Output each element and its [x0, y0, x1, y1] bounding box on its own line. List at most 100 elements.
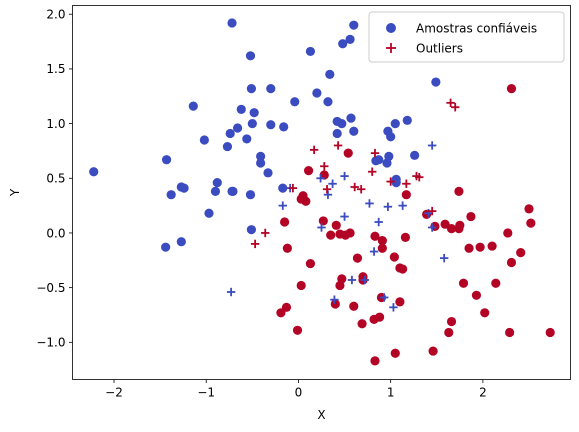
point-outlier-red — [368, 167, 377, 176]
point-reliable-red — [480, 308, 490, 318]
point-reliable-red — [330, 299, 340, 309]
point-reliable-blue — [390, 119, 400, 129]
point-outlier-red — [333, 141, 343, 150]
point-reliable-red — [326, 230, 336, 240]
point-reliable-red — [526, 218, 536, 228]
point-reliable-blue — [210, 186, 221, 197]
point-outlier-blue — [383, 202, 393, 211]
point-reliable-red — [487, 241, 497, 251]
point-reliable-blue — [386, 132, 396, 142]
point-reliable-blue — [222, 141, 233, 152]
point-outlier-red — [402, 179, 411, 188]
point-outlier-blue — [427, 141, 437, 150]
point-reliable-red — [491, 278, 501, 288]
point-reliable-red — [471, 290, 482, 300]
point-reliable-red — [282, 243, 292, 253]
point-outlier-blue — [398, 201, 407, 210]
point-outlier-blue — [374, 217, 383, 227]
point-reliable-blue — [225, 128, 235, 139]
point-outlier-blue — [317, 223, 326, 232]
point-reliable-blue — [305, 46, 316, 57]
y-tick-label: 1.5 — [46, 62, 65, 76]
legend-marker-circle — [386, 23, 396, 33]
point-outlier-blue — [389, 303, 398, 312]
point-outlier-red — [309, 145, 319, 155]
x-axis-label: X — [317, 408, 325, 422]
point-outlier-blue — [365, 199, 374, 208]
point-reliable-red — [319, 170, 329, 180]
point-reliable-blue — [332, 128, 342, 139]
point-reliable-red — [545, 327, 555, 338]
data-points — [89, 18, 555, 366]
point-outlier-blue — [380, 293, 389, 302]
x-tick-label: 2 — [479, 386, 487, 400]
point-reliable-blue — [278, 183, 288, 193]
point-outlier-red — [288, 183, 298, 193]
point-reliable-blue — [89, 167, 99, 177]
point-reliable-blue — [245, 190, 256, 200]
point-outlier-blue — [328, 179, 337, 188]
y-tick-label: −1.0 — [36, 336, 65, 350]
y-axis-label: Y — [8, 188, 22, 197]
point-reliable-red — [303, 166, 314, 176]
point-outlier-blue — [427, 223, 437, 232]
point-reliable-blue — [245, 51, 256, 61]
point-reliable-blue — [236, 104, 246, 114]
y-tick-label: 0.5 — [46, 172, 65, 186]
point-reliable-red — [375, 312, 385, 322]
point-reliable-blue — [338, 39, 348, 49]
point-reliable-red — [296, 194, 306, 204]
point-reliable-blue — [279, 122, 289, 132]
y-tick-label: −0.5 — [36, 281, 65, 295]
point-outlier-red — [386, 177, 395, 186]
point-reliable-red — [305, 258, 316, 269]
y-axis-ticks: −1.0 −0.5 0.0 0.5 1.0 1.5 2.0 — [36, 8, 73, 350]
point-reliable-blue — [199, 135, 209, 145]
point-reliable-blue — [166, 190, 176, 200]
point-reliable-red — [377, 243, 387, 253]
point-outlier-red — [370, 148, 380, 158]
point-reliable-red — [516, 248, 526, 258]
point-reliable-blue — [176, 237, 186, 247]
x-axis-ticks: −2 −1 0 1 2 — [105, 379, 487, 400]
point-reliable-blue — [345, 34, 355, 45]
point-reliable-blue — [266, 84, 276, 94]
point-reliable-blue — [161, 242, 171, 252]
point-outlier-red — [350, 182, 359, 192]
point-reliable-blue — [290, 97, 300, 107]
point-reliable-red — [454, 186, 464, 197]
point-outlier-blue — [316, 174, 325, 183]
point-outlier-blue — [340, 212, 349, 221]
point-outlier-blue — [360, 275, 370, 285]
x-tick-label: 0 — [295, 386, 303, 400]
point-reliable-red — [446, 223, 457, 234]
point-reliable-red — [401, 190, 411, 200]
point-reliable-red — [331, 220, 341, 230]
point-reliable-red — [345, 228, 355, 238]
point-reliable-red — [370, 231, 380, 241]
point-reliable-blue — [266, 120, 276, 130]
y-tick-label: 0.0 — [46, 226, 65, 240]
y-tick-label: 2.0 — [46, 8, 65, 22]
point-outlier-blue — [330, 295, 339, 304]
point-outlier-red — [261, 228, 270, 238]
point-outlier-blue — [439, 253, 449, 263]
point-outlier-blue — [278, 201, 287, 210]
point-reliable-blue — [256, 158, 266, 168]
point-reliable-blue — [349, 126, 359, 136]
point-reliable-red — [280, 217, 290, 227]
point-reliable-blue — [227, 186, 237, 197]
point-reliable-blue — [382, 158, 392, 168]
point-outlier-red — [415, 172, 424, 182]
point-outlier-red — [250, 239, 260, 249]
point-reliable-blue — [227, 18, 237, 28]
x-tick-label: −2 — [105, 386, 123, 400]
point-reliable-blue — [212, 178, 222, 188]
point-reliable-red — [389, 252, 399, 262]
point-reliable-red — [503, 228, 513, 238]
point-reliable-blue — [312, 88, 322, 98]
point-reliable-blue — [249, 108, 259, 118]
point-reliable-red — [506, 257, 517, 268]
point-reliable-red — [352, 253, 363, 263]
